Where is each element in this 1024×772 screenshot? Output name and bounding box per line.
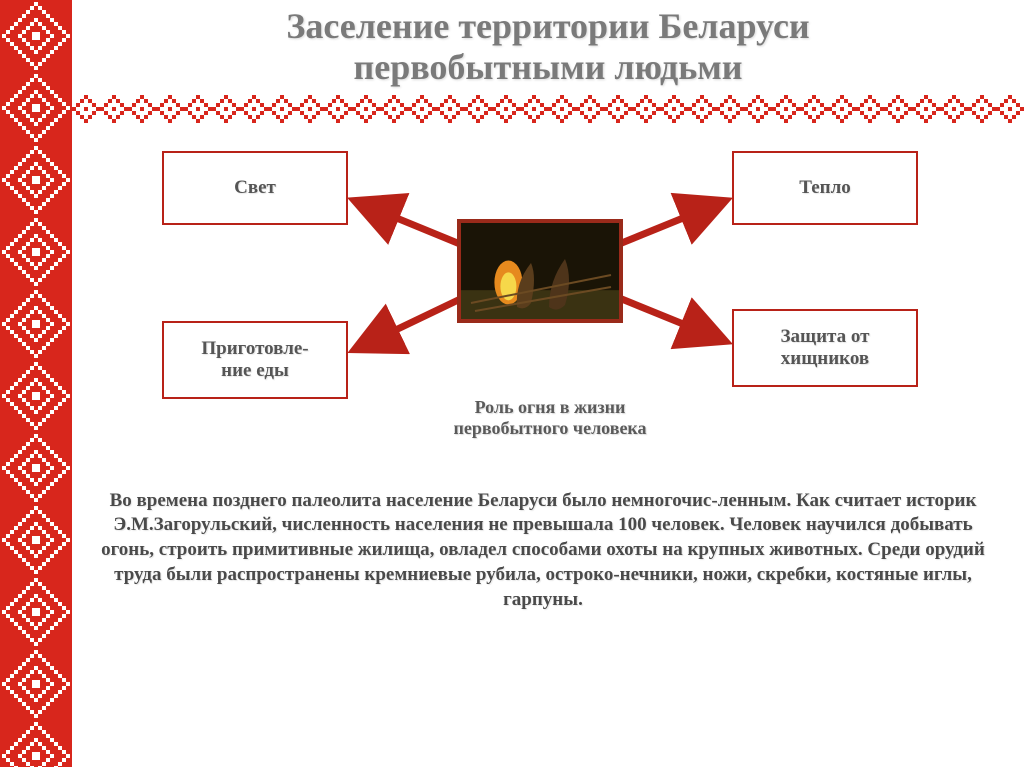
box-cooking: Приготовле-ние еды: [162, 321, 348, 399]
page-title: Заселение территории Беларуси первобытны…: [72, 0, 1024, 89]
ornament-svg: [0, 0, 72, 767]
title-line2: первобытными людьми: [353, 47, 742, 87]
center-image: [457, 219, 623, 323]
body-paragraph: Во времена позднего палеолита население …: [72, 489, 1024, 612]
paragraph-text: Во времена позднего палеолита население …: [101, 490, 985, 610]
fire-scene-icon: [461, 223, 619, 319]
box-label: Приготовле-ние еды: [201, 338, 308, 382]
content-area: Заселение территории Беларуси первобытны…: [72, 0, 1024, 767]
box-heat: Тепло: [732, 151, 918, 225]
caption-text: Роль огня в жизнипервобытного человека: [453, 397, 646, 438]
horizontal-ornament: [72, 95, 1024, 123]
box-protection: Защита отхищников: [732, 309, 918, 387]
diagram-area: Свет Тепло Приготовле-ние еды Защита отх…: [72, 151, 1024, 471]
box-label: Тепло: [799, 177, 851, 199]
diagram-caption: Роль огня в жизнипервобытного человека: [420, 397, 680, 439]
horiz-ornament-svg: [72, 95, 1024, 123]
side-ornament: [0, 0, 72, 767]
box-label: Защита отхищников: [781, 326, 870, 370]
box-light: Свет: [162, 151, 348, 225]
title-line1: Заселение территории Беларуси: [286, 6, 809, 46]
box-label: Свет: [234, 177, 276, 199]
